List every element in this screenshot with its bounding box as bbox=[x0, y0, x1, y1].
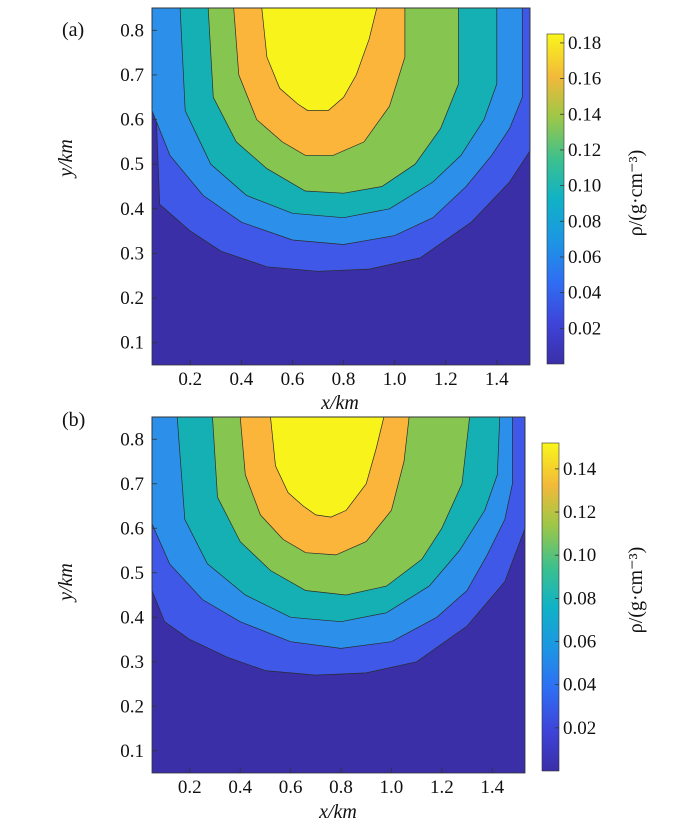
y-tick-label: 0.5 bbox=[120, 563, 144, 584]
x-tick-label: 0.6 bbox=[281, 369, 305, 390]
colorbar-tick-label: 0.10 bbox=[568, 176, 601, 197]
y-tick-label: 0.8 bbox=[120, 429, 144, 450]
x-axis-label-b: x/km bbox=[318, 801, 357, 823]
colorbar-tick-label: 0.02 bbox=[563, 718, 596, 739]
colorbar-ticks-b: 0.02 0.04 0.06 0.08 0.10 0.12 0.14 bbox=[555, 459, 597, 739]
x-tick-label: 0.4 bbox=[228, 777, 252, 798]
panel-b: (b) 0.2 0.4 0.6 0.8 1.0 1.2 1.4 0.10.20.30.40.… bbox=[55, 409, 647, 823]
colorbar-a bbox=[546, 33, 565, 365]
colorbar-tick-label: 0.02 bbox=[568, 318, 601, 339]
panel-a: (a) 0.2 0.4 0.6 0.8 1.0 1.2 1.4 0.10.20.30.40.… bbox=[55, 7, 647, 414]
colorbar-tick-label: 0.08 bbox=[568, 211, 601, 232]
colorbar-ticks-a: 0.02 0.04 0.06 0.08 0.10 0.12 0.14 0.16 0.18 bbox=[560, 33, 602, 339]
y-tick-label: 0.7 bbox=[120, 65, 144, 86]
colorbar-tick-label: 0.12 bbox=[568, 140, 601, 161]
y-tick-label: 0.3 bbox=[120, 652, 144, 673]
x-ticks-a: 0.2 0.4 0.6 0.8 1.0 1.2 1.4 bbox=[178, 360, 509, 390]
contour-band-b-6 bbox=[270, 416, 385, 518]
y-tick-label: 0.3 bbox=[120, 243, 144, 264]
y-tick-label: 0.2 bbox=[120, 288, 144, 309]
colorbar-tick-label: 0.14 bbox=[568, 104, 602, 125]
y-ticks-a: 0.1 0.2 0.3 0.4 0.5 0.6 0.7 0.8 bbox=[120, 20, 157, 354]
colorbar-tick-label: 0.12 bbox=[563, 502, 596, 523]
x-tick-label: 1.2 bbox=[430, 777, 454, 798]
x-ticks-b: 0.2 0.4 0.6 0.8 1.0 1.2 1.4 bbox=[178, 768, 505, 798]
y-tick-label: 0.5 bbox=[120, 154, 144, 175]
y-ticks-b: 0.1 0.2 0.3 0.4 0.5 0.6 0.7 0.8 bbox=[120, 429, 157, 762]
y-tick-label: 0.2 bbox=[120, 696, 144, 717]
x-tick-label: 1.4 bbox=[485, 369, 509, 390]
y-tick-label: 0.7 bbox=[120, 474, 144, 495]
contour-bands-b bbox=[151, 416, 526, 676]
y-tick-label: 0.4 bbox=[120, 199, 144, 220]
y-tick-label: 0.6 bbox=[120, 110, 144, 131]
colorbar-tick-label: 0.04 bbox=[563, 675, 597, 696]
x-tick-label: 0.2 bbox=[178, 369, 202, 390]
colorbar-b bbox=[541, 442, 560, 772]
y-tick-label: 0.1 bbox=[120, 333, 144, 354]
colorbar-tick-label: 0.18 bbox=[568, 33, 601, 54]
y-tick-label: 0.6 bbox=[120, 518, 144, 539]
y-tick-label: 0.4 bbox=[120, 607, 144, 628]
colorbar-label-b: ρ/(g·cm⁻³) bbox=[625, 547, 647, 634]
colorbar-tick-label: 0.14 bbox=[563, 459, 597, 480]
plot-area-b-frame bbox=[151, 416, 526, 774]
x-tick-label: 0.6 bbox=[279, 777, 303, 798]
colorbar-tick-label: 0.10 bbox=[563, 545, 596, 566]
y-axis-label-a: y/km bbox=[55, 139, 77, 179]
x-axis-label-a: x/km bbox=[320, 392, 359, 414]
x-tick-label: 1.0 bbox=[380, 777, 404, 798]
colorbar-label-a: ρ/(g·cm⁻³) bbox=[625, 150, 647, 237]
y-tick-label: 0.1 bbox=[120, 741, 144, 762]
panel-label-a: (a) bbox=[62, 19, 84, 41]
colorbar-tick-label: 0.08 bbox=[563, 588, 596, 609]
contour-bands-a bbox=[151, 7, 531, 272]
x-tick-label: 1.4 bbox=[480, 777, 504, 798]
x-tick-label: 0.2 bbox=[178, 777, 202, 798]
y-tick-label: 0.8 bbox=[120, 20, 144, 41]
x-tick-label: 0.8 bbox=[329, 777, 353, 798]
colorbar-tick-label: 0.06 bbox=[568, 247, 601, 268]
x-tick-label: 1.2 bbox=[434, 369, 458, 390]
plot-area-a-frame bbox=[151, 7, 531, 366]
x-tick-label: 0.4 bbox=[230, 369, 254, 390]
x-tick-label: 1.0 bbox=[383, 369, 407, 390]
colorbar-tick-label: 0.16 bbox=[568, 69, 601, 90]
contour-band-a-6 bbox=[261, 7, 378, 111]
colorbar-tick-label: 0.04 bbox=[568, 283, 602, 304]
colorbar-tick-label: 0.06 bbox=[563, 632, 596, 653]
y-axis-label-b: y/km bbox=[55, 563, 77, 603]
panel-label-b: (b) bbox=[62, 409, 85, 431]
x-tick-label: 0.8 bbox=[332, 369, 356, 390]
